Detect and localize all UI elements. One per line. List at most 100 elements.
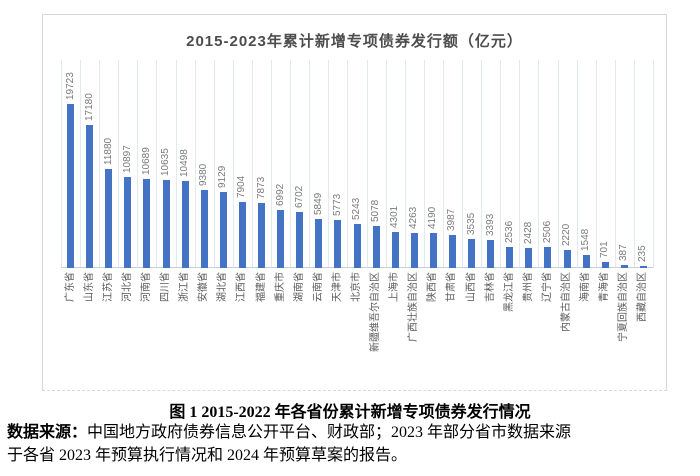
bar (448, 234, 456, 268)
grid-line (175, 60, 177, 268)
bar (181, 180, 189, 268)
chart: 2015-2023年累计新增专项债券发行额（亿元） 19723 广东省 17180 山… (42, 14, 667, 391)
bar-value-label: 6702 (293, 186, 305, 209)
category-label: 山西省 (465, 272, 477, 302)
bar-value-label: 4190 (427, 206, 439, 230)
bar (525, 247, 533, 268)
category-label: 吉林省 (484, 272, 496, 302)
category-label: 青海省 (599, 272, 611, 302)
bar-value-label: 2220 (561, 223, 573, 246)
grid-line (442, 60, 444, 268)
bar-value-label: 5773 (331, 193, 343, 216)
bar-value-label: 4263 (408, 206, 420, 229)
bar (544, 247, 552, 268)
category-label: 西藏自治区 (637, 272, 649, 322)
bar (334, 219, 342, 268)
category-label: 河南省 (140, 272, 152, 302)
figure-source: 数据来源：中国地方政府债券信息公开平台、财政部；2023 年部分省市数据来源 于… (7, 421, 694, 467)
category-label: 黑龙江省 (503, 272, 515, 312)
grid-line (80, 60, 82, 268)
bar-value-label: 7904 (236, 176, 248, 199)
plot-area: 19723 广东省 17180 山东省 11880 江苏省 10897 河北省 10689 河南省… (61, 60, 654, 352)
bar (86, 125, 94, 268)
bar (296, 212, 304, 268)
category-label: 山东省 (83, 272, 95, 302)
bar (410, 232, 418, 268)
category-label: 重庆市 (274, 272, 286, 302)
bar-value-label: 5078 (370, 199, 382, 222)
grid-line (595, 60, 597, 268)
category-label: 江苏省 (102, 272, 114, 302)
source-line-2: 于各省 2023 年预算执行情况和 2024 年预算草案的报告。 (7, 447, 408, 464)
category-label: 江西省 (236, 272, 248, 302)
grid-line (500, 60, 502, 268)
source-line-1: 数据来源：中国地方政府债券信息公开平台、财政部；2023 年部分省市数据来源 (7, 421, 694, 444)
figure-caption: 图 1 2015-2022 年各省份累计新增专项债券发行情况 (169, 404, 531, 421)
grid-line (481, 60, 483, 268)
bar-value-label: 10897 (121, 145, 133, 174)
bar (391, 232, 399, 268)
grid-line (156, 60, 158, 268)
bar-value-label: 6992 (274, 183, 286, 206)
grid-line (309, 60, 311, 268)
grid-line (251, 60, 253, 268)
category-label: 新疆维吾尔自治区 (370, 272, 382, 352)
bar-value-label: 701 (599, 241, 611, 259)
grid-line (366, 60, 368, 268)
bar (277, 209, 285, 268)
bar-value-label: 7873 (255, 176, 267, 199)
chart-title: 2015-2023年累计新增专项债券发行额（亿元） (186, 33, 523, 50)
bar (582, 255, 590, 268)
bar-value-label: 3393 (484, 213, 496, 236)
category-label: 宁夏回族自治区 (618, 272, 630, 342)
bar (258, 202, 266, 268)
grid-line (347, 60, 349, 268)
category-label: 广东省 (64, 272, 76, 302)
bar-value-label: 3535 (465, 212, 477, 235)
grid-line (290, 60, 292, 268)
bar (143, 179, 151, 268)
category-label: 贵州省 (522, 272, 534, 302)
grid-line (633, 60, 635, 268)
bar (468, 238, 476, 268)
bar-value-label: 10689 (140, 147, 152, 176)
category-label: 辽宁省 (541, 272, 553, 302)
grid-line (99, 60, 101, 268)
grid-line (213, 60, 215, 268)
bar (506, 246, 514, 268)
bar-value-label: 2506 (541, 220, 553, 244)
bar-value-label: 10635 (160, 147, 172, 176)
bar-value-label: 4301 (389, 205, 401, 229)
category-label: 安徽省 (198, 272, 210, 302)
source-label: 数据来源： (7, 424, 88, 441)
grid-line (614, 60, 616, 268)
category-label: 陕西省 (427, 272, 439, 302)
bar (353, 224, 361, 268)
bar-value-label: 2428 (522, 221, 534, 244)
grid-line (328, 60, 330, 268)
bar (429, 233, 437, 268)
grid-line (385, 60, 387, 268)
bar (124, 177, 132, 268)
source-text-1: 中国地方政府债券信息公开平台、财政部；2023 年部分省市数据来源 (87, 424, 572, 441)
category-label: 浙江省 (179, 272, 191, 302)
grid-line (538, 60, 540, 268)
category-label: 北京市 (351, 272, 362, 302)
bar-value-label: 19723 (64, 72, 76, 100)
bar (162, 179, 170, 268)
grid-line (404, 60, 406, 268)
bar-value-label: 387 (618, 244, 630, 261)
category-label: 天津市 (331, 272, 343, 302)
bar (372, 225, 380, 268)
bar-value-label: 11880 (102, 138, 114, 166)
bar-value-label: 5849 (312, 193, 324, 216)
category-label: 海南省 (580, 272, 592, 302)
category-label: 广西壮族自治区 (408, 272, 420, 342)
bar-value-label: 9380 (198, 163, 210, 186)
grid-line (137, 60, 139, 268)
bar-value-label: 5243 (351, 198, 362, 221)
category-label: 四川省 (160, 272, 172, 302)
bar-value-label: 9129 (217, 165, 229, 189)
category-label: 福建省 (255, 272, 267, 302)
